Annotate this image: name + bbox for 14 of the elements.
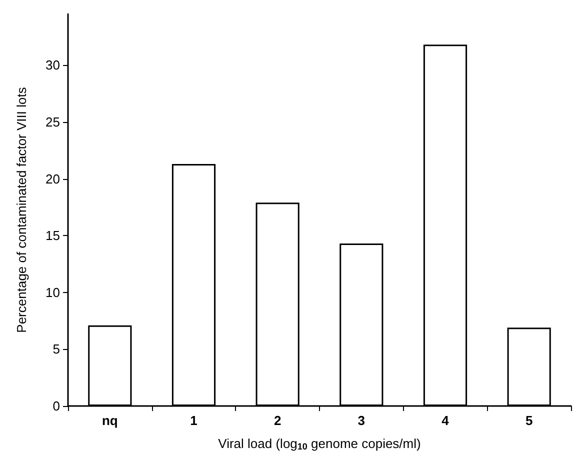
x-tick-label: 5 <box>525 413 533 428</box>
x-tick-label: 4 <box>442 413 450 428</box>
y-tick-label: 25 <box>46 114 60 130</box>
x-tick-label: nq <box>102 413 118 428</box>
x-tick-label: 3 <box>358 413 366 428</box>
x-tick-label: 2 <box>274 413 282 428</box>
y-axis-title: Percentage of contaminated factor VIII lots <box>14 86 29 333</box>
y-tick-label: 0 <box>52 398 60 414</box>
y-tick-label: 30 <box>46 58 60 73</box>
y-tick-label: 15 <box>46 228 60 244</box>
y-tick-label: 5 <box>52 342 60 357</box>
y-tick-label: 20 <box>46 171 60 186</box>
x-tick-label: 1 <box>190 413 198 428</box>
y-tick-label: 10 <box>46 284 60 300</box>
